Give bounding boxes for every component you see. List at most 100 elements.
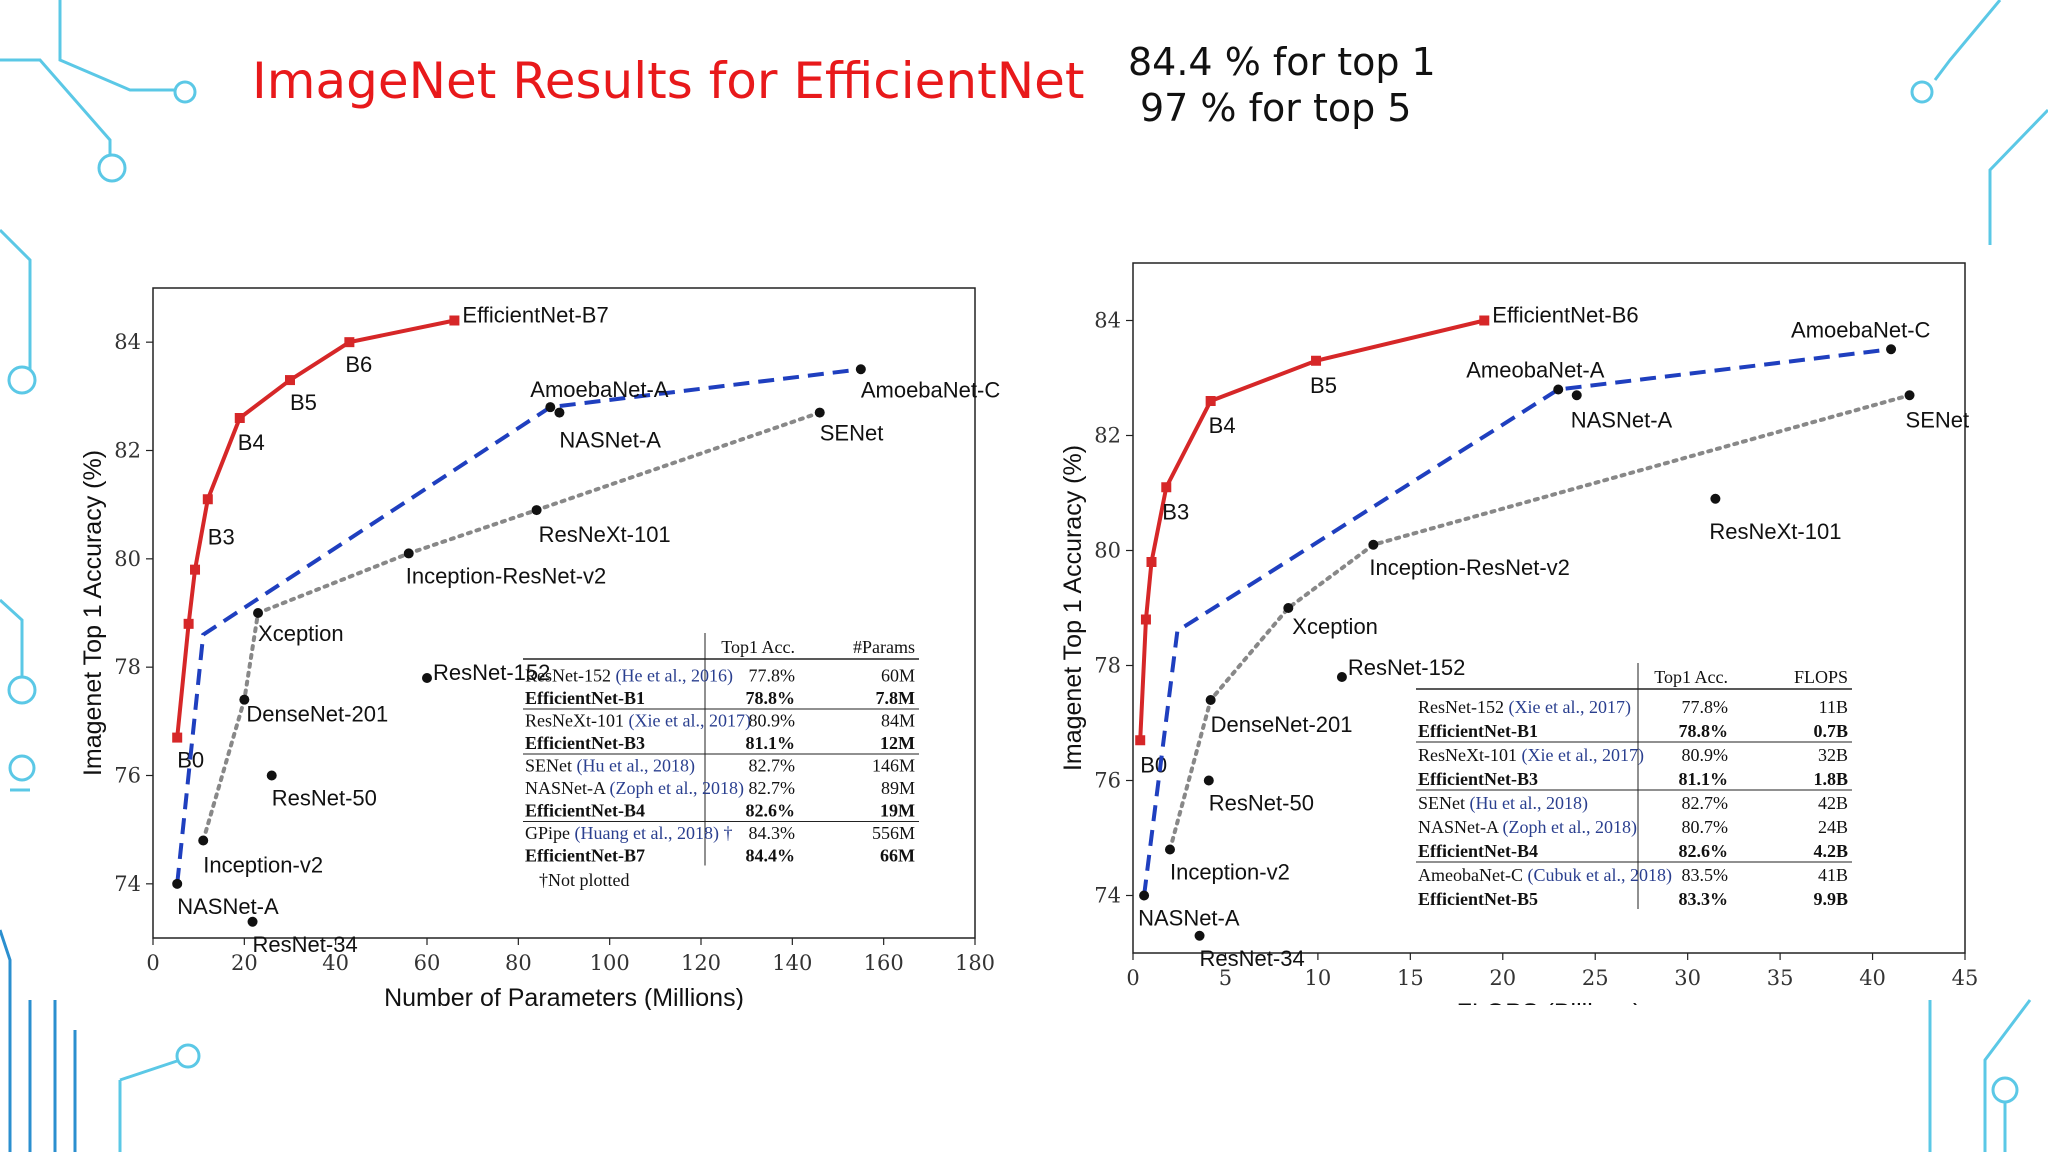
x-tick-label: 0 xyxy=(146,951,159,975)
efficientnet-point xyxy=(1135,735,1146,746)
table-acc-cell: 82.7% xyxy=(749,778,796,798)
comparison-table: Top1 Acc. #Params ResNet-152 (He et al., 2… xyxy=(523,633,919,890)
table-acc-cell: 82.6% xyxy=(746,801,796,821)
point-label: ResNet-152 xyxy=(1348,655,1465,680)
point-label: NASNet-A xyxy=(559,428,661,453)
table-value-cell: 556M xyxy=(872,823,915,843)
model-point xyxy=(545,402,556,413)
point-label: Xception xyxy=(258,621,344,646)
table-header-value: #Params xyxy=(853,637,915,657)
model-point xyxy=(1571,390,1582,401)
table-value-cell: 60M xyxy=(881,666,915,686)
point-label: SENet xyxy=(820,421,884,446)
y-tick-label: 74 xyxy=(114,872,141,896)
efficientnet-point xyxy=(202,494,213,505)
model-point xyxy=(1904,390,1915,401)
table-acc-cell: 82.7% xyxy=(749,756,796,776)
x-tick-label: 0 xyxy=(1126,966,1139,990)
point-label: Inception-ResNet-v2 xyxy=(406,563,607,588)
point-label: B4 xyxy=(1209,413,1236,438)
manual-dotted-line xyxy=(1167,393,1912,852)
table-footnote: †Not plotted xyxy=(539,870,630,890)
table-acc-cell: 82.7% xyxy=(1682,793,1729,813)
table-value-cell: 11B xyxy=(1819,697,1848,717)
plot-frame xyxy=(1132,262,1966,954)
y-tick-label: 76 xyxy=(114,764,141,788)
y-tick-label: 74 xyxy=(1094,884,1121,908)
model-point xyxy=(253,608,264,618)
model-point xyxy=(1886,344,1897,355)
x-tick-label: 140 xyxy=(772,951,812,975)
table-model-cell: EfficientNet-B5 xyxy=(1418,889,1538,909)
efficientnet-point xyxy=(1311,355,1322,366)
efficientnet-point xyxy=(183,618,194,629)
point-label: ResNet-34 xyxy=(1200,946,1305,971)
point-label: B3 xyxy=(1162,499,1189,524)
x-tick-label: 120 xyxy=(681,951,721,975)
table-acc-cell: 81.1% xyxy=(1679,769,1729,789)
efficientnet-point xyxy=(1146,557,1157,567)
x-tick-label: 80 xyxy=(505,951,532,975)
table-acc-cell: 77.8% xyxy=(749,666,796,686)
point-label: B5 xyxy=(290,390,317,415)
nas-dashed-line xyxy=(175,367,862,885)
top1-accuracy-stat: 84.4 % for top 1 xyxy=(1128,40,1436,84)
table-acc-cell: 77.8% xyxy=(1682,697,1729,717)
nas-dashed-line xyxy=(1142,347,1892,896)
y-tick-label: 80 xyxy=(1094,539,1121,563)
table-model-cell: ResNet-152 (Xie et al., 2017) xyxy=(1418,697,1631,718)
model-point xyxy=(403,548,414,559)
point-label: Xception xyxy=(1292,614,1378,639)
table-acc-cell: 80.7% xyxy=(1682,817,1729,837)
point-label: AmoebaNet-A xyxy=(530,377,669,402)
table-model-cell: NASNet-A (Zoph et al., 2018) xyxy=(1418,817,1637,838)
y-tick-label: 78 xyxy=(1094,654,1121,678)
slide-title: ImageNet Results for EfficientNet xyxy=(252,52,1085,110)
table-value-cell: 0.7B xyxy=(1813,721,1848,741)
table-model-cell: GPipe (Huang et al., 2018) † xyxy=(525,823,732,844)
efficientnet-point xyxy=(234,413,245,423)
table-model-cell: EfficientNet-B4 xyxy=(1418,841,1538,861)
table-model-cell: ResNeXt-101 (Xie et al., 2017) xyxy=(525,711,751,732)
model-point xyxy=(1164,844,1175,855)
y-tick-label: 78 xyxy=(114,655,141,679)
y-axis-label: Imagenet Top 1 Accuracy (%) xyxy=(79,450,107,776)
table-header-value: FLOPS xyxy=(1794,667,1848,687)
x-tick-label: 10 xyxy=(1305,966,1332,990)
x-tick-label: 30 xyxy=(1674,966,1701,990)
model-point xyxy=(247,916,258,927)
model-point xyxy=(239,694,250,705)
y-tick-label: 80 xyxy=(114,547,141,571)
point-label: NASNet-A xyxy=(1571,407,1673,432)
table-value-cell: 89M xyxy=(881,778,915,798)
table-model-cell: SENet (Hu et al., 2018) xyxy=(525,756,695,777)
table-model-cell: EfficientNet-B3 xyxy=(525,733,645,753)
table-model-cell: EfficientNet-B4 xyxy=(525,801,645,821)
table-value-cell: 9.9B xyxy=(1813,889,1848,909)
point-label: EfficientNet-B7 xyxy=(462,303,608,328)
top5-accuracy-stat: 97 % for top 5 xyxy=(1140,86,1412,130)
plot-frame xyxy=(152,287,976,939)
efficientnet-point xyxy=(1205,396,1216,406)
point-label: ResNet-50 xyxy=(272,786,377,811)
model-point xyxy=(1139,890,1150,901)
model-point xyxy=(554,407,565,418)
point-label: B6 xyxy=(345,352,372,377)
y-axis-label: Imagenet Top 1 Accuracy (%) xyxy=(1059,445,1087,771)
point-label: ResNet-34 xyxy=(253,932,358,957)
efficientnet-point xyxy=(190,564,201,575)
efficientnet-point xyxy=(449,315,460,326)
model-point xyxy=(172,878,183,889)
x-tick-label: 160 xyxy=(864,951,904,975)
point-label: ResNeXt-101 xyxy=(1709,519,1841,544)
table-acc-cell: 83.5% xyxy=(1682,865,1729,885)
model-point xyxy=(1553,384,1564,395)
table-acc-cell: 82.6% xyxy=(1679,841,1729,861)
table-value-cell: 12M xyxy=(880,733,915,753)
efficientnet-point xyxy=(285,375,295,386)
table-value-cell: 7.8M xyxy=(876,688,916,708)
model-point xyxy=(1368,539,1379,550)
point-label: Inception-v2 xyxy=(203,853,323,878)
efficientnet-point xyxy=(1140,614,1151,625)
